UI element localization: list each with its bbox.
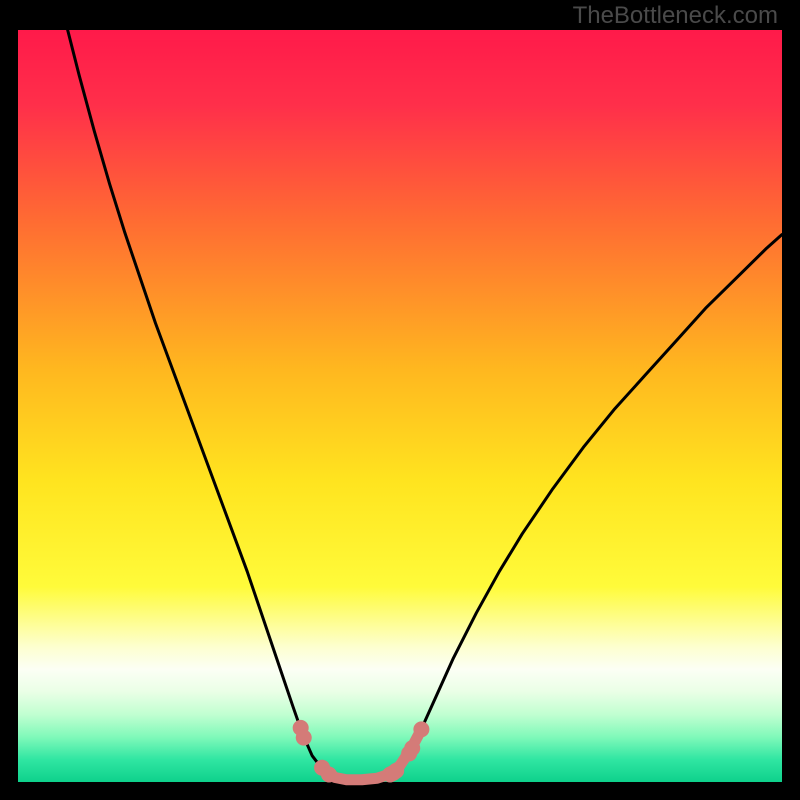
watermark-label: TheBottleneck.com [573, 2, 778, 30]
bottleneck-chart-svg [0, 0, 800, 800]
overlay-dot [404, 740, 420, 756]
overlay-dot [413, 721, 429, 737]
chart-gradient-area [18, 30, 782, 782]
overlay-dot [296, 730, 312, 746]
overlay-dot [321, 766, 337, 782]
overlay-dot [388, 763, 404, 779]
chart-stage: TheBottleneck.com [0, 0, 800, 800]
